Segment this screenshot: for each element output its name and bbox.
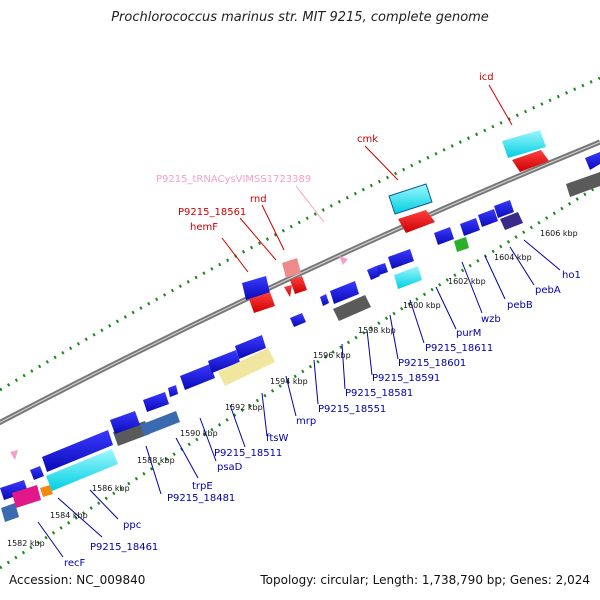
gene-label[interactable]: purM: [456, 328, 481, 339]
gene-purM[interactable]: [434, 227, 454, 245]
reverse-strand-genes: [0, 152, 600, 522]
gene-label[interactable]: P9215_18461: [90, 542, 158, 553]
gene-label[interactable]: hemF: [190, 222, 218, 233]
upper-gene-labels: hemF P9215_18561 rnd P9215_tRNACysVIMSS1…: [156, 72, 494, 233]
gene-label[interactable]: cmk: [357, 134, 378, 145]
gene-label[interactable]: icd: [479, 72, 494, 83]
gene-block-5[interactable]: [180, 364, 215, 390]
gene-right-block[interactable]: [585, 152, 600, 170]
gene-right-gray[interactable]: [566, 172, 600, 197]
gene-label[interactable]: ppc: [123, 520, 141, 531]
gene-label[interactable]: P9215_18511: [214, 448, 282, 459]
gene-label[interactable]: pebB: [507, 300, 533, 311]
gene-P9215_18561[interactable]: [282, 258, 301, 278]
lower-leaders: [37, 239, 561, 558]
gene-gray-1[interactable]: [113, 421, 150, 446]
gene-P9215_18581[interactable]: [367, 266, 380, 280]
gene-block-7[interactable]: [235, 335, 266, 359]
gene-label[interactable]: P9215_18591: [372, 373, 440, 384]
gene-label[interactable]: P9215_18481: [167, 493, 235, 504]
gene-gray-2[interactable]: [333, 295, 371, 321]
gene-icd-cyan[interactable]: [502, 130, 546, 158]
gene-label[interactable]: P9215_18551: [318, 404, 386, 415]
scale-tick: 1598 kbp: [358, 326, 396, 335]
gene-psaD[interactable]: [218, 348, 275, 386]
gene-pebB[interactable]: [478, 209, 498, 227]
accession-text: Accession: NC_009840: [9, 573, 146, 587]
gene-icd-red[interactable]: [512, 150, 549, 172]
gene-cmk-cyan[interactable]: [388, 183, 433, 215]
gene-trpE[interactable]: [140, 411, 180, 436]
scale-tick: 1586 kbp: [92, 484, 130, 493]
gene-label[interactable]: P9215_18611: [425, 343, 493, 354]
gene-block-4[interactable]: [168, 385, 178, 397]
gene-block-long[interactable]: [42, 430, 113, 472]
upper-leaders: [221, 84, 513, 273]
gene-block-6[interactable]: [208, 350, 240, 373]
gene-ftsW[interactable]: [290, 313, 306, 327]
gene-block-2[interactable]: [110, 411, 140, 434]
scale-tick: 1588 kbp: [137, 456, 175, 465]
gene-wzb[interactable]: [454, 237, 469, 252]
trna-mark: [339, 256, 348, 265]
gene-cmk-red[interactable]: [398, 210, 435, 233]
scale-tick: 1592 kbp: [225, 403, 263, 412]
gene-label[interactable]: rnd: [250, 194, 267, 205]
map-title: Prochlorococcus marinus str. MIT 9215, c…: [111, 10, 489, 25]
gene-label[interactable]: psaD: [217, 462, 243, 473]
gene-label[interactable]: mrp: [296, 416, 316, 427]
scale-tick: 1602 kbp: [448, 277, 486, 286]
gene-mrp[interactable]: [320, 294, 329, 306]
scale-tick: 1604 kbp: [494, 253, 532, 262]
gene-block-8[interactable]: [460, 218, 480, 236]
gene-label[interactable]: P9215_18561: [178, 207, 246, 218]
gene-P9215_18601[interactable]: [388, 249, 414, 269]
gene-hemF-red[interactable]: [249, 292, 275, 313]
gene-label[interactable]: P9215_18601: [398, 358, 466, 369]
scale-tick: 1596 kbp: [313, 351, 351, 360]
gene-recF[interactable]: [1, 503, 19, 522]
scale-tick: 1594 kbp: [270, 377, 308, 386]
gene-ppc-cyan[interactable]: [46, 449, 118, 491]
scale-tick: 1590 kbp: [180, 429, 218, 438]
scale-tick: 1606 kbp: [540, 229, 578, 238]
gene-label[interactable]: P9215_tRNACysVIMSS1723389: [156, 174, 311, 185]
gene-P9215_18551[interactable]: [330, 281, 359, 304]
gene-dna-arrow[interactable]: [30, 466, 44, 480]
scale-tick: 1584 kbp: [50, 511, 88, 520]
gene-block-3[interactable]: [143, 392, 169, 412]
gene-label[interactable]: trpE: [192, 481, 213, 492]
gene-P9215_18611[interactable]: [394, 266, 422, 289]
gene-label[interactable]: ftsW: [266, 433, 288, 444]
trna-leader: [295, 185, 325, 223]
gene-label[interactable]: ho1: [562, 270, 581, 281]
lower-gene-labels: recF P9215_18461 ppc trpE P9215_18481 ps…: [64, 270, 581, 569]
outer-dotted-guide: [0, 76, 600, 392]
gene-label[interactable]: P9215_18581: [345, 388, 413, 399]
gene-pebA[interactable]: [494, 200, 514, 218]
gene-pink[interactable]: [12, 485, 41, 508]
topology-text: Topology: circular; Length: 1,738,790 bp…: [260, 573, 590, 587]
scale-tick: 1600 kbp: [403, 301, 441, 310]
gene-hemF-bar[interactable]: [242, 276, 270, 300]
gene-label[interactable]: pebA: [535, 285, 561, 296]
forward-strand-genes: [10, 130, 549, 460]
trna-left-mark: [10, 450, 18, 460]
gene-block-1[interactable]: [0, 480, 28, 500]
gene-ho1[interactable]: [500, 212, 523, 230]
gene-P9215_18591[interactable]: [376, 263, 388, 275]
gene-label[interactable]: recF: [64, 558, 86, 569]
gene-label[interactable]: wzb: [481, 314, 501, 325]
gene-small-red[interactable]: [284, 285, 292, 297]
gene-rnd[interactable]: [290, 276, 307, 294]
gene-orange[interactable]: [40, 485, 53, 497]
scale-ticks: 1582 kbp 1584 kbp 1586 kbp 1588 kbp 1590…: [7, 229, 578, 548]
scale-tick: 1582 kbp: [7, 539, 45, 548]
